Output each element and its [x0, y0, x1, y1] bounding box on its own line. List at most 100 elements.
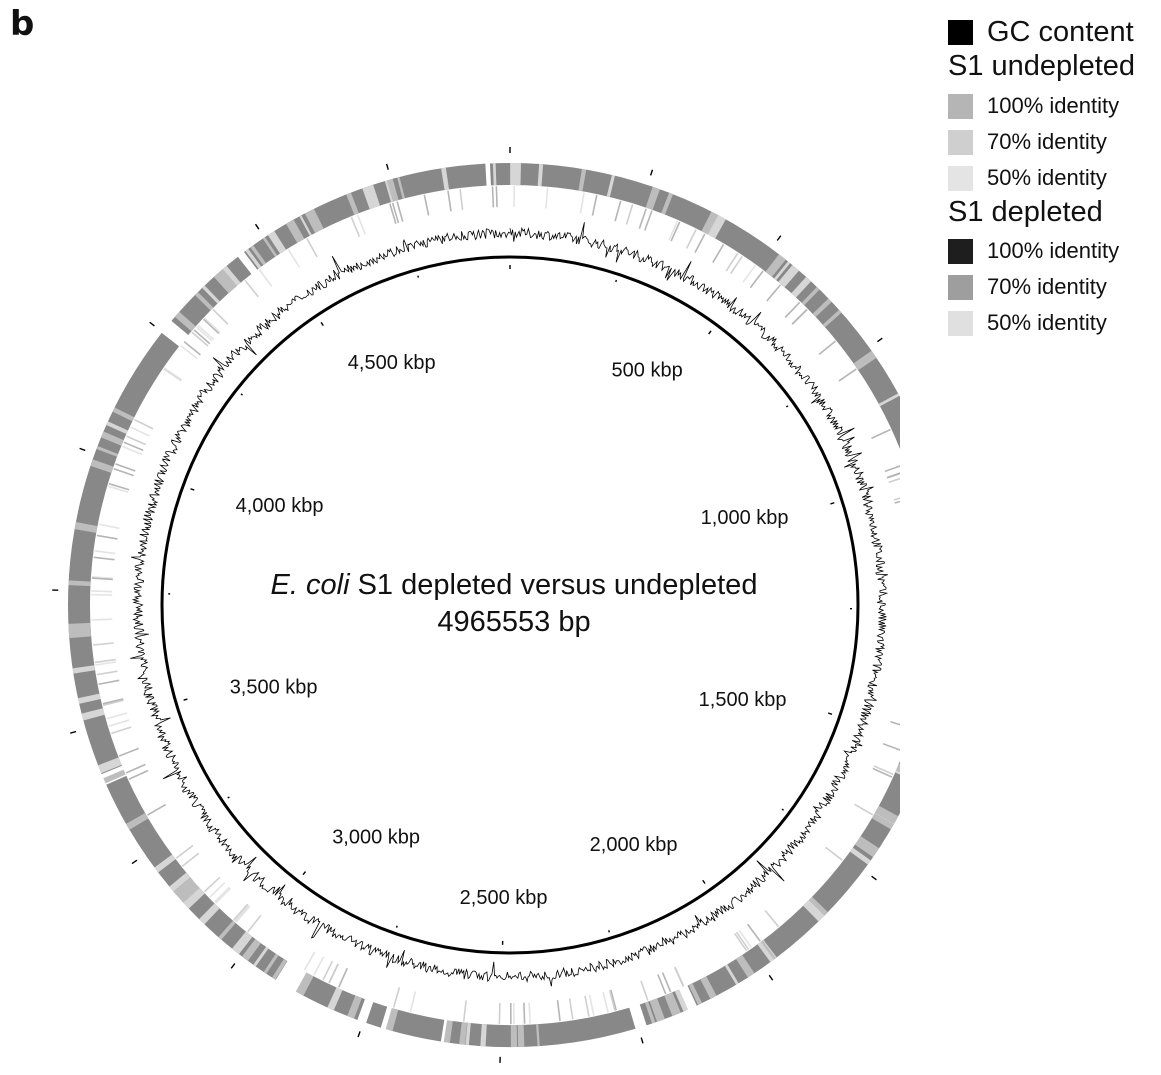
depleted-ring-stripe: [661, 192, 674, 215]
undepleted-ring-stripe: [882, 742, 900, 751]
depleted-ring-stripe: [791, 276, 812, 298]
depleted-ring-stripe: [245, 248, 262, 269]
depleted-ring-stripe: [218, 920, 236, 940]
depleted-ring-stripe: [216, 268, 238, 291]
tick-mark: [240, 393, 243, 396]
undepleted-ring-stripe: [191, 331, 209, 347]
undepleted-ring-stripe: [91, 576, 113, 580]
gc-content-line: [130, 222, 889, 987]
legend-undepleted-100: 100% identity: [948, 93, 1119, 119]
undepleted-ring-stripe: [729, 255, 743, 275]
undepleted-ring-stripe: [886, 472, 900, 479]
undepleted-ring-stripe: [568, 998, 574, 1020]
undepleted-ring-stripe: [181, 852, 200, 867]
legend-depleted-100: 100% identity: [948, 238, 1119, 264]
undepleted-ring-stripe: [591, 194, 598, 216]
undepleted-ring-stripe: [873, 765, 894, 776]
depleted-ring-stripe: [253, 946, 269, 967]
depleted-ring-segment: [181, 885, 288, 980]
undepleted-ring-stripe: [234, 904, 250, 922]
undepleted-ring-stripe: [337, 967, 348, 988]
undepleted-ring-stripe: [746, 923, 761, 942]
circular-genome-map: 500 kbp 1,000 kbp 1,500 kbp 2,000 kbp 2,500 …: [52, 147, 900, 1063]
tick-mark: [149, 321, 155, 327]
undepleted-ring-stripe: [102, 698, 124, 705]
depleted-ring-stripe: [267, 231, 287, 254]
undepleted-ring-stripe: [423, 194, 430, 216]
tick-mark: [649, 169, 654, 176]
depleted-ring-stripe: [177, 881, 200, 903]
depleted-ring-stripe: [199, 903, 220, 925]
undepleted-ring-stripe: [825, 846, 843, 861]
tick-marks: [52, 147, 883, 1063]
undepleted-ring-stripe: [147, 803, 167, 816]
undepleted-ring-stripe: [258, 268, 273, 287]
gc-content-track: [130, 222, 889, 987]
tick-label: 2,500 kbp: [460, 887, 548, 909]
tick-mark: [320, 321, 324, 327]
undepleted-ring-stripe: [871, 428, 891, 440]
legend-swatch-undepleted-70: [948, 129, 973, 155]
depleted-ring-segment: [388, 1008, 445, 1042]
undepleted-ring-stripe: [838, 368, 857, 382]
undepleted-ring-stripe: [734, 933, 748, 952]
undepleted-ring-stripe: [894, 500, 900, 504]
genome-backbone-circle: [160, 255, 860, 955]
depleted-ring-segment: [106, 775, 194, 895]
depleted-ring-stripe: [126, 813, 149, 830]
undepleted-ring-stripe: [123, 441, 144, 452]
undepleted-ring-stripe: [766, 284, 781, 302]
undepleted-ring-stripe: [113, 467, 134, 477]
tick-mark: [417, 275, 420, 278]
depleted-ring-stripe: [874, 808, 897, 824]
undepleted-ring-stripe: [128, 769, 149, 780]
depleted-ring-stripe: [778, 264, 800, 288]
undepleted-ring-stripe: [130, 426, 150, 437]
undepleted-ring-stripe: [818, 340, 836, 355]
tick-mark: [776, 235, 782, 241]
tick-mark: [183, 698, 188, 701]
undepleted-ring-stripe: [110, 726, 132, 735]
undepleted-ring-stripe: [126, 435, 147, 446]
undepleted-ring-stripe: [409, 991, 417, 1013]
undepleted-ring-stripe: [392, 987, 401, 1008]
undepleted-ring-stripe: [614, 200, 622, 222]
depleted-ring-segment: [366, 1002, 388, 1028]
depleted-ring-segment: [448, 1007, 636, 1047]
tick-mark: [640, 1037, 644, 1044]
depleted-ring-stripe: [101, 431, 124, 446]
depleted-ring-stripe: [822, 309, 842, 328]
undepleted-ring-stripe: [313, 956, 325, 976]
depleted-ring-stripe: [736, 954, 755, 978]
tick-label: 500 kbp: [612, 360, 683, 382]
tick-label: 4,000 kbp: [236, 495, 324, 517]
undepleted-ring-stripe: [215, 887, 232, 904]
undepleted-ring-stripe: [888, 477, 900, 484]
undepleted-ring-stripe: [498, 1002, 501, 1024]
undepleted-ring-stripe: [115, 463, 136, 472]
depleted-ring-stripe: [774, 261, 791, 281]
undepleted-ring-stripe: [491, 186, 495, 208]
undepleted-ring-stripe: [203, 318, 220, 335]
tick-mark: [785, 405, 789, 408]
undepleted-ring-stripe: [694, 233, 706, 253]
tick-mark: [79, 447, 86, 452]
depleted-ring-stripe: [103, 769, 126, 784]
map-title: E. coli S1 depleted versus undepleted: [271, 569, 758, 601]
undepleted-ring-stripe: [247, 914, 262, 933]
depleted-ring-stripe: [386, 178, 399, 202]
depleted-ring-segment: [489, 163, 900, 1006]
tick-mark: [302, 871, 307, 876]
legend-gc-content: GC content: [948, 16, 1134, 49]
depleted-ring-stripe: [724, 964, 739, 985]
undepleted-ring-stripe: [495, 186, 498, 208]
undepleted-ring-stripe: [640, 980, 649, 1001]
depleted-ring-stripe: [801, 286, 820, 306]
undepleted-ring-stripe: [91, 618, 113, 621]
tick-mark: [254, 223, 260, 230]
depleted-ring-stripe: [701, 211, 719, 235]
tick-mark: [227, 796, 230, 799]
undepleted-ring-stripe: [175, 844, 194, 859]
undepleted-ring-stripe: [584, 995, 590, 1017]
depleted-ring-stripe: [765, 254, 786, 277]
